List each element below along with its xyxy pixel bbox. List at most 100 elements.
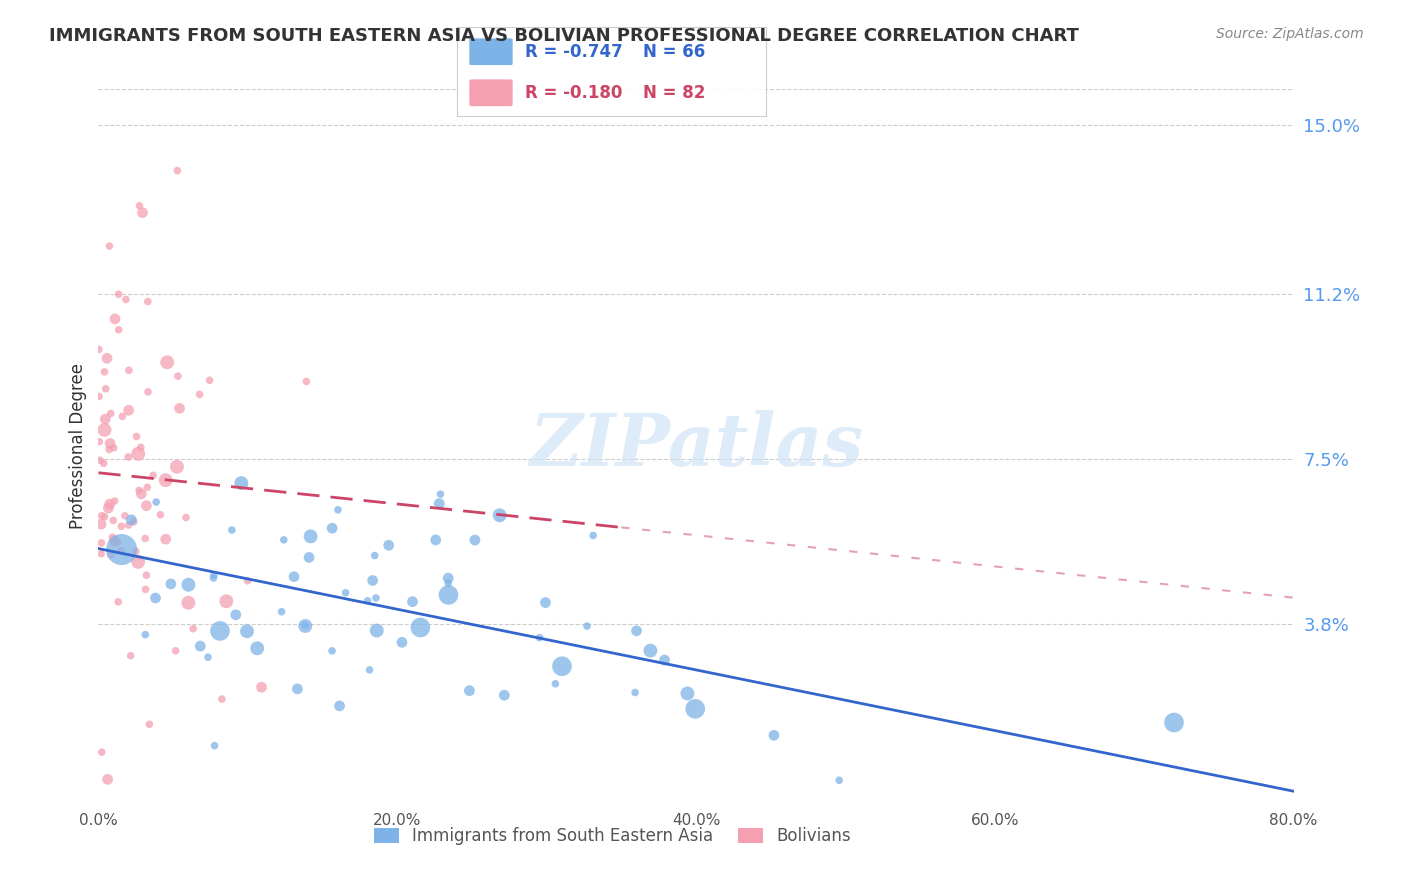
Point [464, 533, 486, 548]
Point [110, 519, 132, 533]
Point [103, 533, 125, 548]
Point [204, 739, 226, 753]
Point [115, 293, 138, 307]
Point [107, 595, 129, 609]
Point [93, 423, 115, 437]
Point [270, 605, 292, 619]
Point [129, 440, 152, 454]
Text: Source: ZipAtlas.com: Source: ZipAtlas.com [1216, 27, 1364, 41]
Point [551, 659, 574, 673]
Point [329, 698, 352, 713]
Point [683, 702, 706, 716]
Point [283, 570, 305, 584]
Point [90, 508, 112, 523]
Point [437, 571, 460, 585]
Point [391, 635, 413, 649]
Point [90, 547, 112, 561]
Point [654, 653, 676, 667]
Point [458, 683, 481, 698]
Point [364, 591, 387, 605]
Point [89, 434, 111, 449]
Point [127, 555, 149, 569]
Point [98, 239, 121, 253]
Point [582, 528, 605, 542]
Point [93, 456, 115, 470]
Point [93, 365, 115, 379]
Point [90, 517, 112, 532]
Point [294, 618, 316, 632]
Text: R = -0.747: R = -0.747 [524, 43, 623, 61]
Point [626, 624, 648, 638]
Point [156, 355, 179, 369]
Point [494, 688, 516, 702]
Point [135, 568, 157, 582]
Point [118, 403, 141, 417]
Text: IMMIGRANTS FROM SOUTH EASTERN ASIA VS BOLIVIAN PROFESSIONAL DEGREE CORRELATION C: IMMIGRANTS FROM SOUTH EASTERN ASIA VS BO… [49, 27, 1078, 45]
Point [366, 624, 388, 638]
Point [488, 508, 510, 523]
Point [110, 542, 132, 557]
Point [429, 487, 451, 501]
Point [117, 518, 139, 533]
Point [202, 568, 225, 582]
Point [93, 509, 115, 524]
Point [98, 442, 121, 457]
Point [89, 453, 111, 467]
Point [117, 450, 139, 464]
Point [110, 543, 132, 558]
Point [174, 510, 197, 524]
Point [142, 468, 165, 483]
Point [165, 644, 187, 658]
Point [107, 323, 129, 337]
Point [544, 677, 567, 691]
Point [155, 532, 177, 546]
Point [97, 772, 120, 787]
Point [103, 441, 125, 455]
Point [94, 412, 117, 426]
Point [134, 627, 156, 641]
Point [104, 494, 127, 508]
Point [155, 473, 177, 487]
Point [177, 578, 200, 592]
Point [197, 650, 219, 665]
Point [208, 624, 231, 638]
Point [120, 648, 142, 663]
Point [1163, 715, 1185, 730]
Point [135, 499, 157, 513]
Point [295, 375, 318, 389]
Point [101, 530, 124, 544]
Point [98, 436, 121, 450]
Point [145, 495, 167, 509]
Point [120, 513, 142, 527]
Point [103, 513, 125, 527]
Point [181, 622, 204, 636]
Point [299, 529, 322, 543]
Point [359, 663, 381, 677]
Point [177, 596, 200, 610]
Point [134, 582, 156, 597]
Point [236, 574, 259, 588]
Point [640, 643, 662, 657]
Point [425, 533, 447, 547]
FancyBboxPatch shape [470, 79, 513, 106]
Point [125, 429, 148, 443]
Point [167, 369, 190, 384]
Point [529, 631, 551, 645]
Point [321, 521, 343, 535]
Point [122, 515, 145, 529]
Point [127, 447, 149, 461]
Point [128, 483, 150, 498]
Point [104, 311, 127, 326]
Point [90, 536, 112, 550]
Point [364, 549, 387, 563]
Point [114, 508, 136, 523]
Point [160, 577, 183, 591]
Point [326, 503, 349, 517]
Point [96, 351, 118, 366]
Point [676, 686, 699, 700]
Text: N = 66: N = 66 [643, 43, 704, 61]
Point [321, 644, 343, 658]
Point [231, 476, 253, 491]
Point [97, 501, 120, 516]
Point [166, 459, 188, 474]
